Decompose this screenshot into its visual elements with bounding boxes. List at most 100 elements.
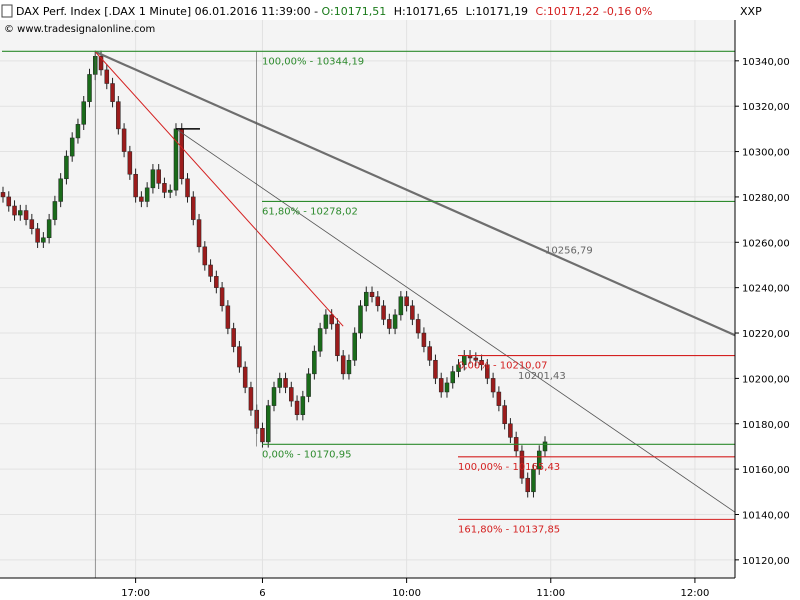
candle-body [87,74,92,102]
y-tick-label: 10260,00 [742,238,790,249]
candle-body [531,468,536,493]
candle-body [110,83,115,102]
fib-level-label: 0,00% - 10210,07 [458,361,547,372]
candle-body [191,196,196,220]
candles-group [0,50,548,498]
website-label: © www.tradesignalonline.com [4,24,155,35]
fib-level-label: 0,00% - 10170,95 [262,449,351,460]
x-tick-label: 17:00 [121,588,150,599]
header-low: L:10171,19 [466,5,528,18]
x-tick-label: 6 [259,588,265,599]
candle-body [346,359,352,375]
y-tick-label: 10240,00 [742,284,790,295]
candle-body [98,56,104,71]
candle-body [519,450,525,479]
candle-body [387,319,392,329]
candle-body [75,124,81,139]
header-instrument: DAX Perf. Index [.DAX 1 Minute] 06.01.20… [16,5,322,18]
candle-body [277,378,283,388]
candle-body [58,178,63,202]
candle-body [415,319,421,334]
candle-body [306,373,311,397]
candle-body [502,405,507,425]
candle-body [156,169,161,184]
candle-body [162,183,167,193]
candle-body [242,366,248,388]
candle-body [525,477,530,493]
candle-body [35,228,40,243]
header-close: C:10171,22 -0,16 0% [536,5,653,18]
candle-body [69,137,75,157]
candle-body [12,205,17,216]
candle-body [473,357,479,361]
candle-body [179,128,184,180]
candle-body [18,210,23,216]
candle-body [248,387,254,411]
candle-body [323,314,329,329]
y-tick-label: 10280,00 [742,193,790,204]
y-tick-label: 10340,00 [742,57,790,68]
header-high: H:10171,65 [394,5,458,18]
candle-body [427,346,432,361]
candle-body [271,387,277,406]
candle-body [173,128,179,191]
candle-body [29,219,35,229]
candle-body [444,382,450,393]
candle-body [300,396,306,415]
candle-body [121,128,127,152]
candle-body [456,364,461,372]
candle-body [398,296,404,316]
candle-body [225,305,231,329]
y-tick-label: 10140,00 [742,510,790,521]
candle-body [410,305,415,320]
y-tick-label: 10120,00 [742,556,790,567]
y-tick-label: 10200,00 [742,374,790,385]
candle-body [214,276,219,288]
red-trendline [94,51,344,327]
candle-body [352,332,357,361]
x-tick-label: 11:00 [536,588,565,599]
candle-body [52,201,58,220]
candle-body [185,178,190,198]
candle-body [340,355,346,375]
candle-body [404,296,409,307]
candle-body [167,189,173,193]
x-tick-label: 10:00 [392,588,421,599]
candle-body [312,350,317,375]
fib-level-label: 161,80% - 10137,85 [458,524,560,535]
trendline-value-label: 10256,79 [545,246,593,257]
candle-body [260,428,265,443]
header-icon [1,4,13,18]
candle-body [433,359,438,379]
candle-body [64,155,69,180]
candle-body [381,305,386,320]
fib-level-label: 100,00% - 10165,43 [458,462,560,473]
candle-body [0,192,6,198]
candle-body [150,169,156,189]
candle-body [289,387,294,402]
candle-body [438,378,444,393]
candle-body [237,346,242,368]
exchange-label: XXP [740,5,762,18]
candle-body [139,196,144,202]
fibonacci-levels-group: 100,00% - 10344,19 61,80% - 10278,02 0,00%… [2,50,735,535]
candle-body [542,441,548,452]
candle-body [46,219,52,239]
candle-body [392,314,398,329]
candle-body [116,101,121,130]
candle-body [317,328,323,352]
candle-body [335,323,340,356]
trendline-value-label: 10201,43 [518,371,566,382]
candle-body [508,423,513,438]
candle-body [219,287,225,307]
fib-level-label: 61,80% - 10278,02 [262,206,358,217]
candle-body [127,151,133,175]
y-axis: 10120,00 10140,00 10160,00 10180,00 10200,00… [735,57,790,567]
candle-body [479,359,484,366]
candle-body [369,291,375,297]
y-tick-label: 10180,00 [742,420,790,431]
x-axis: 17:00 6 10:00 11:00 12:00 [121,578,709,599]
x-tick-label: 12:00 [681,588,710,599]
candle-body [364,291,369,307]
